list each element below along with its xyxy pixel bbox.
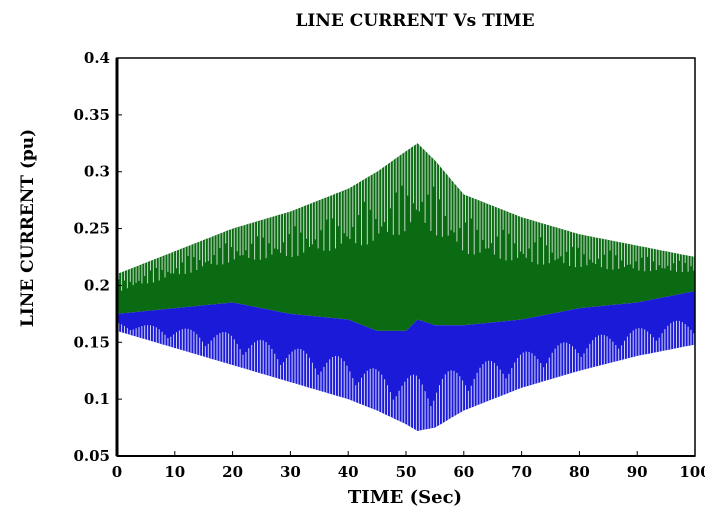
x-tick-label: 20 [222,463,243,481]
y-tick-label: 0.2 [84,276,110,294]
x-tick-label: 100 [679,463,705,481]
y-tick-label: 0.25 [73,220,110,238]
y-tick-label: 0.4 [84,49,110,67]
x-tick-label: 70 [511,463,532,481]
x-axis-label: TIME (Sec) [348,487,462,508]
x-tick-label: 40 [338,463,359,481]
plot-area [117,58,695,456]
y-axis-ticks: 0.05 0.1 0.15 0.2 0.25 0.3 0.35 0.4 [73,49,122,465]
y-tick-label: 0.3 [84,163,110,181]
y-axis-label: LINE CURRENT (pu) [18,129,38,327]
x-tick-label: 0 [112,463,122,481]
y-tick-label: 0.1 [84,390,110,408]
x-tick-label: 60 [453,463,474,481]
x-tick-label: 50 [396,463,417,481]
x-tick-label: 90 [627,463,648,481]
oscillation-stripes [118,144,695,431]
x-tick-label: 10 [164,463,185,481]
y-tick-label: 0.35 [73,106,110,124]
series-upper-band [117,143,695,331]
x-tick-label: 30 [280,463,301,481]
series-lower-band [117,291,695,431]
y-tick-label: 0.05 [73,447,110,465]
x-tick-label: 80 [569,463,590,481]
chart-title: LINE CURRENT Vs TIME [295,11,534,31]
y-tick-label: 0.15 [73,333,110,351]
x-axis-ticks: 0 10 20 30 40 50 60 70 80 90 100 [112,451,705,481]
